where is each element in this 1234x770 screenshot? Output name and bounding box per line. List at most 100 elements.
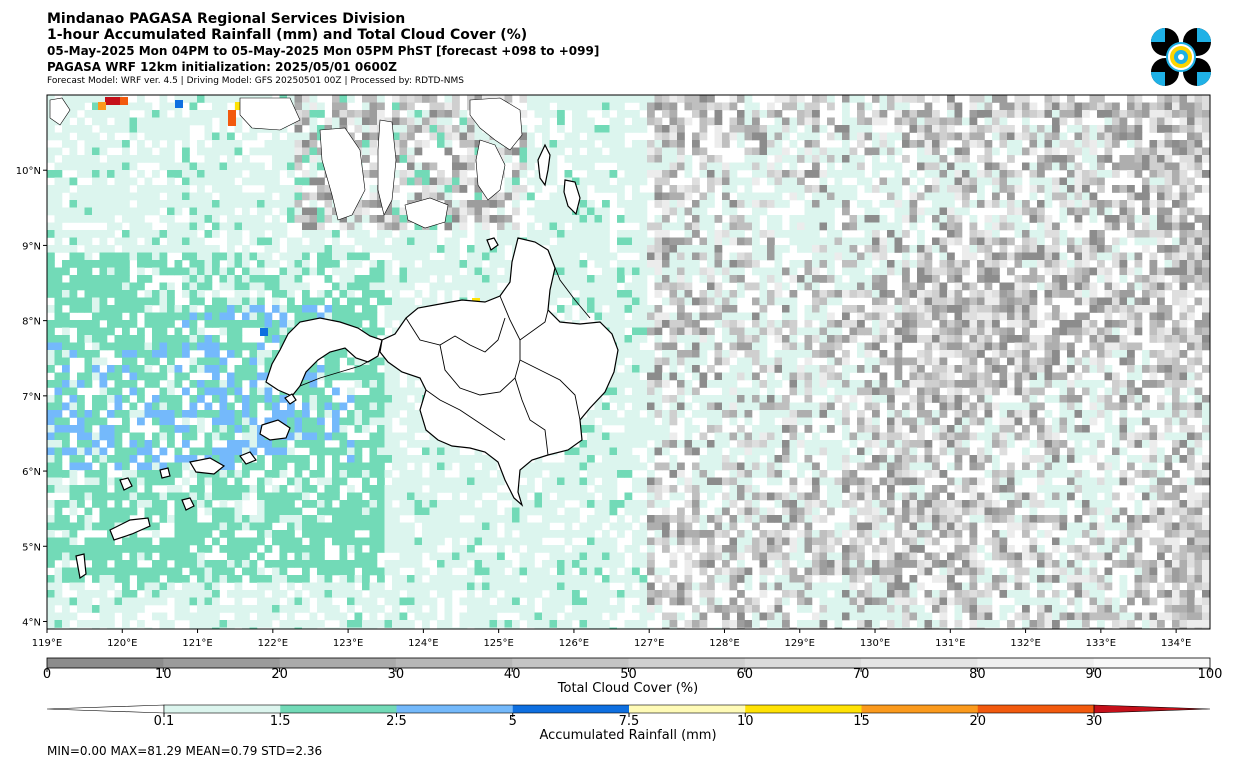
field-cell — [429, 290, 438, 298]
field-cell — [69, 290, 78, 298]
field-cell — [617, 237, 625, 246]
field-cell — [699, 567, 708, 576]
field-cell — [602, 605, 610, 613]
field-cell — [309, 162, 318, 171]
field-cell — [392, 395, 400, 403]
field-cell — [617, 432, 625, 441]
field-cell — [324, 290, 333, 298]
field-cell — [662, 530, 670, 538]
field-cell — [272, 185, 280, 193]
field-cell — [264, 597, 273, 606]
field-cell — [287, 170, 295, 178]
field-cell — [572, 582, 580, 591]
field-cell — [309, 425, 318, 433]
field-cell — [639, 245, 648, 253]
field-cell — [62, 560, 70, 568]
field-cell — [219, 125, 228, 133]
field-cell — [279, 275, 288, 283]
field-cell — [159, 125, 168, 133]
field-cell — [594, 507, 603, 516]
field-cell — [459, 582, 468, 591]
field-cell — [204, 590, 213, 598]
field-cell — [512, 170, 520, 178]
field-cell — [512, 222, 520, 231]
field-cell — [459, 462, 468, 471]
field-cell — [339, 222, 348, 231]
field-cell — [564, 612, 573, 621]
field-cell — [392, 365, 400, 373]
field-cell — [587, 552, 595, 561]
field-cell — [137, 297, 145, 306]
field-cell — [714, 447, 723, 456]
field-cell — [677, 260, 685, 268]
field-cell — [699, 335, 708, 343]
field-cell — [594, 470, 603, 478]
field-cell — [489, 605, 498, 613]
field-cell — [459, 207, 468, 216]
field-cell — [347, 357, 355, 366]
field-cell — [309, 440, 318, 448]
field-cell — [84, 462, 93, 471]
field-cell — [189, 245, 198, 253]
field-cell — [647, 515, 655, 523]
field-cell — [384, 207, 393, 216]
field-cell — [549, 530, 558, 538]
field-cell — [662, 425, 670, 433]
field-cell — [347, 530, 355, 538]
field-cell — [654, 170, 663, 178]
field-cell — [632, 185, 640, 193]
field-cell — [182, 290, 190, 298]
field-cell — [167, 267, 175, 276]
field-cell — [662, 410, 670, 418]
field-cell — [662, 432, 670, 441]
field-cell — [699, 515, 708, 523]
field-cell — [572, 545, 580, 553]
field-cell — [369, 132, 378, 141]
field-cell — [692, 440, 700, 448]
field-cell — [332, 252, 340, 261]
field-cell — [429, 500, 438, 508]
field-cell — [392, 567, 400, 576]
field-cell — [129, 125, 138, 133]
field-cell — [77, 500, 85, 508]
field-cell — [407, 275, 415, 283]
field-cell — [429, 185, 438, 193]
field-cell — [467, 477, 475, 486]
field-cell — [122, 395, 130, 403]
field-cell — [62, 177, 70, 186]
field-cell — [399, 395, 408, 403]
field-cell — [699, 395, 708, 403]
field-cell — [707, 560, 715, 568]
field-cell — [384, 365, 393, 373]
field-cell — [437, 462, 445, 471]
field-cell — [302, 627, 310, 629]
field-cell — [234, 485, 243, 493]
field-cell — [189, 162, 198, 171]
field-cell — [624, 410, 633, 418]
field-cell — [144, 125, 153, 133]
field-cell — [587, 297, 595, 306]
field-cell — [579, 477, 588, 486]
field-cell — [707, 545, 715, 553]
field-cell — [174, 335, 183, 343]
field-cell — [174, 342, 183, 351]
field-cell — [632, 125, 640, 133]
field-cell — [77, 485, 85, 493]
field-cell — [317, 312, 325, 321]
field-cell — [699, 102, 708, 111]
field-cell — [594, 485, 603, 493]
field-cell — [407, 155, 415, 163]
field-cell — [369, 552, 378, 561]
field-cell — [692, 410, 700, 418]
field-cell — [654, 177, 663, 186]
field-cell — [47, 170, 55, 178]
field-cell — [384, 590, 393, 598]
field-cell — [107, 282, 115, 291]
field-cell — [639, 260, 648, 268]
field-cell — [624, 155, 633, 163]
field-cell — [114, 177, 123, 186]
field-cell — [677, 357, 685, 366]
field-cell — [669, 275, 678, 283]
field-cell — [474, 620, 483, 628]
field-cell — [182, 522, 190, 531]
